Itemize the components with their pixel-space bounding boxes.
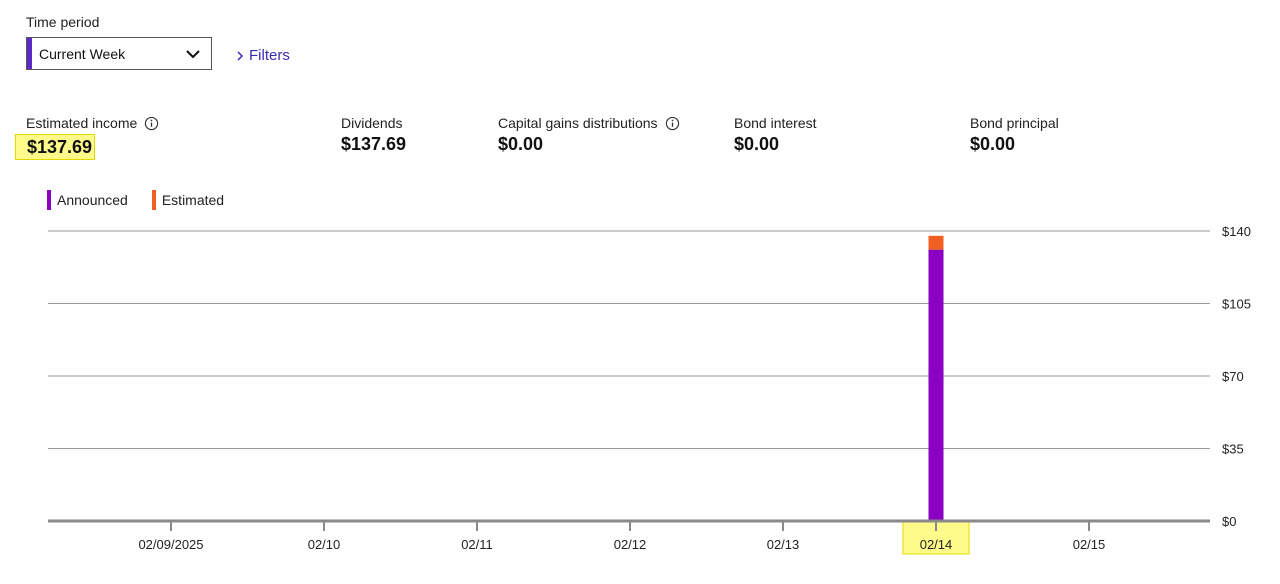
- stat-dividends: Dividends $137.69: [341, 115, 406, 155]
- time-period-label: Time period: [26, 14, 100, 30]
- stat-capital-gains: Capital gains distributions $0.00: [498, 115, 680, 155]
- select-accent-bar: [27, 38, 32, 69]
- info-icon[interactable]: [665, 116, 680, 131]
- legend-item-announced: Announced: [47, 190, 128, 210]
- time-period-select[interactable]: Current Week: [26, 37, 212, 70]
- legend-item-estimated: Estimated: [151, 190, 225, 210]
- x-tick-label: 02/15: [1073, 537, 1106, 552]
- x-tick-label: 02/12: [614, 537, 647, 552]
- chevron-down-icon: [186, 49, 200, 58]
- x-tick-label: 02/14: [920, 537, 953, 552]
- time-period-value: Current Week: [39, 45, 126, 62]
- dividends-value: $137.69: [341, 134, 407, 154]
- y-tick-label: $70: [1222, 369, 1244, 384]
- chevron-right-icon: [237, 50, 244, 61]
- bar-announced: [928, 249, 944, 521]
- capital-gains-label: Capital gains distributions: [498, 115, 658, 131]
- stat-bond-interest: Bond interest $0.00: [734, 115, 817, 155]
- legend-swatch-estimated: [151, 190, 156, 210]
- estimated-income-label: Estimated income: [26, 115, 138, 131]
- x-tick-label: 02/13: [767, 537, 800, 552]
- income-bar-chart: $0 $35 $70 $105 $140 02/09/2025 02/10 02/11 02/1…: [48, 224, 1251, 555]
- info-icon[interactable]: [144, 116, 159, 131]
- bond-interest-label: Bond interest: [734, 115, 817, 131]
- y-tick-label: $0: [1222, 514, 1236, 529]
- y-tick-label: $35: [1222, 442, 1244, 457]
- x-tick-label: 02/10: [308, 537, 341, 552]
- x-tick-label: 02/09/2025: [138, 537, 203, 552]
- legend-label-announced: Announced: [57, 192, 128, 208]
- chart-legend: Announced Estimated: [47, 190, 248, 210]
- estimated-income-value: $137.69: [15, 134, 96, 160]
- bond-interest-value: $0.00: [734, 134, 780, 154]
- filters-link[interactable]: Filters: [236, 47, 290, 64]
- legend-label-estimated: Estimated: [161, 192, 225, 208]
- filters-label: Filters: [249, 47, 290, 64]
- y-tick-label: $105: [1222, 297, 1251, 312]
- stat-estimated-income: Estimated income $137.69: [15, 115, 159, 160]
- capital-gains-value: $0.00: [498, 134, 544, 154]
- dividends-label: Dividends: [341, 115, 403, 131]
- y-tick-label: $140: [1222, 224, 1251, 239]
- bar-estimated: [928, 235, 944, 250]
- x-tick-label: 02/11: [461, 537, 493, 552]
- bond-principal-value: $0.00: [970, 134, 1016, 154]
- legend-swatch-announced: [47, 190, 51, 210]
- stat-bond-principal: Bond principal $0.00: [970, 115, 1059, 155]
- bond-principal-label: Bond principal: [970, 115, 1059, 131]
